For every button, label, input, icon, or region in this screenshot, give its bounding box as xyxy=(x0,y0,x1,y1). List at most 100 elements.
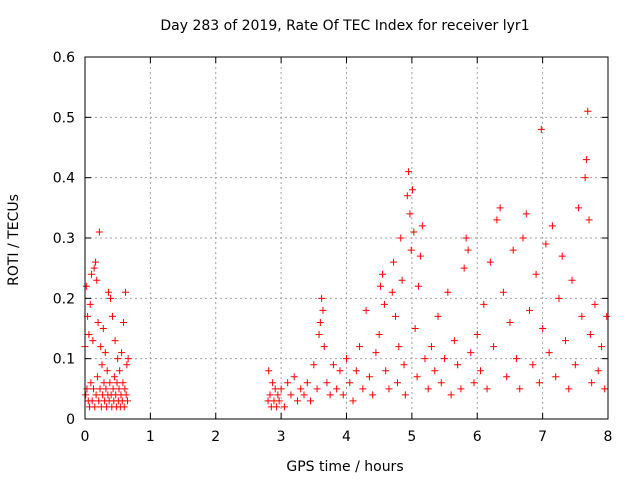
data-point xyxy=(346,379,354,387)
data-point xyxy=(519,234,527,242)
data-point xyxy=(109,385,117,393)
data-point xyxy=(320,343,328,351)
data-point xyxy=(390,258,398,266)
data-point xyxy=(562,337,570,345)
data-point xyxy=(526,306,534,314)
data-point xyxy=(398,276,406,284)
x-tick-label: 2 xyxy=(211,429,220,445)
data-point xyxy=(431,367,439,375)
data-point xyxy=(120,318,128,326)
data-point xyxy=(603,312,611,320)
data-point xyxy=(410,228,418,236)
data-point xyxy=(97,343,105,351)
data-point xyxy=(460,264,468,272)
data-point xyxy=(421,355,429,363)
data-point xyxy=(454,361,462,369)
data-point xyxy=(100,379,108,387)
data-point xyxy=(113,379,121,387)
x-tick-label: 4 xyxy=(342,429,351,445)
data-point xyxy=(105,288,113,296)
data-point xyxy=(323,379,331,387)
data-point xyxy=(339,391,347,399)
data-point xyxy=(473,331,481,339)
data-point xyxy=(359,385,367,393)
data-point xyxy=(88,270,96,278)
chart-title: Day 283 of 2019, Rate Of TEC Index for r… xyxy=(160,18,529,34)
data-point xyxy=(444,288,452,296)
data-point xyxy=(110,373,118,381)
data-point xyxy=(450,337,458,345)
y-tick-label: 0.6 xyxy=(53,50,75,66)
data-point xyxy=(380,300,388,308)
data-point xyxy=(310,361,318,369)
data-point xyxy=(329,361,337,369)
data-point xyxy=(539,325,547,332)
data-point xyxy=(95,228,103,236)
data-point xyxy=(280,403,288,411)
data-point xyxy=(407,246,415,254)
data-point xyxy=(499,288,507,296)
data-point xyxy=(93,373,101,381)
data-point xyxy=(274,391,282,399)
data-point xyxy=(403,192,411,200)
data-point xyxy=(307,397,315,405)
data-point xyxy=(365,373,373,381)
data-point xyxy=(418,222,426,230)
data-point xyxy=(93,276,101,284)
data-point xyxy=(87,379,95,387)
tick-labels: 0 1 2 3 4 5 6 7 8 0 0.1 0.2 0.3 0.4 0.5 0.6 xyxy=(53,50,613,445)
data-point xyxy=(336,367,344,375)
y-tick-label: 0.2 xyxy=(53,291,75,307)
data-point xyxy=(427,343,435,351)
data-point xyxy=(91,403,99,411)
data-point xyxy=(601,385,609,393)
data-point xyxy=(516,385,524,393)
data-point xyxy=(470,379,478,387)
data-point xyxy=(271,385,279,393)
data-point xyxy=(462,234,470,242)
data-point xyxy=(416,252,424,260)
x-tick-label: 7 xyxy=(538,429,547,445)
data-point xyxy=(586,331,594,339)
data-point xyxy=(457,385,465,393)
data-point xyxy=(106,294,114,302)
data-point xyxy=(333,385,341,393)
data-point xyxy=(265,367,273,375)
x-tick-label: 0 xyxy=(81,429,90,445)
data-point xyxy=(424,385,432,393)
data-point xyxy=(413,373,421,381)
data-point xyxy=(116,367,124,375)
data-point xyxy=(98,361,106,369)
data-point xyxy=(315,331,323,339)
data-point xyxy=(467,349,475,357)
data-point xyxy=(409,186,417,194)
data-point xyxy=(88,397,96,405)
x-tick-label: 3 xyxy=(277,429,286,445)
data-point xyxy=(264,397,272,405)
data-point xyxy=(313,385,321,393)
data-point xyxy=(411,325,419,332)
data-point xyxy=(82,391,90,399)
data-point xyxy=(92,391,100,399)
data-point xyxy=(591,300,599,308)
data-point xyxy=(349,397,357,405)
axes-frame xyxy=(84,56,609,420)
data-point xyxy=(405,168,413,176)
data-point xyxy=(102,385,110,393)
data-point xyxy=(101,349,109,357)
data-point xyxy=(582,156,590,164)
data-point xyxy=(558,252,566,260)
data-point xyxy=(120,403,128,411)
data-point xyxy=(375,331,383,339)
data-point xyxy=(303,379,311,387)
y-tick-label: 0.5 xyxy=(53,110,75,126)
data-point xyxy=(414,282,422,290)
data-point xyxy=(114,355,122,363)
data-point xyxy=(91,258,99,266)
data-point xyxy=(512,355,520,363)
data-point xyxy=(477,367,485,375)
data-point xyxy=(483,385,491,393)
data-point xyxy=(588,379,596,387)
data-point xyxy=(378,270,386,278)
